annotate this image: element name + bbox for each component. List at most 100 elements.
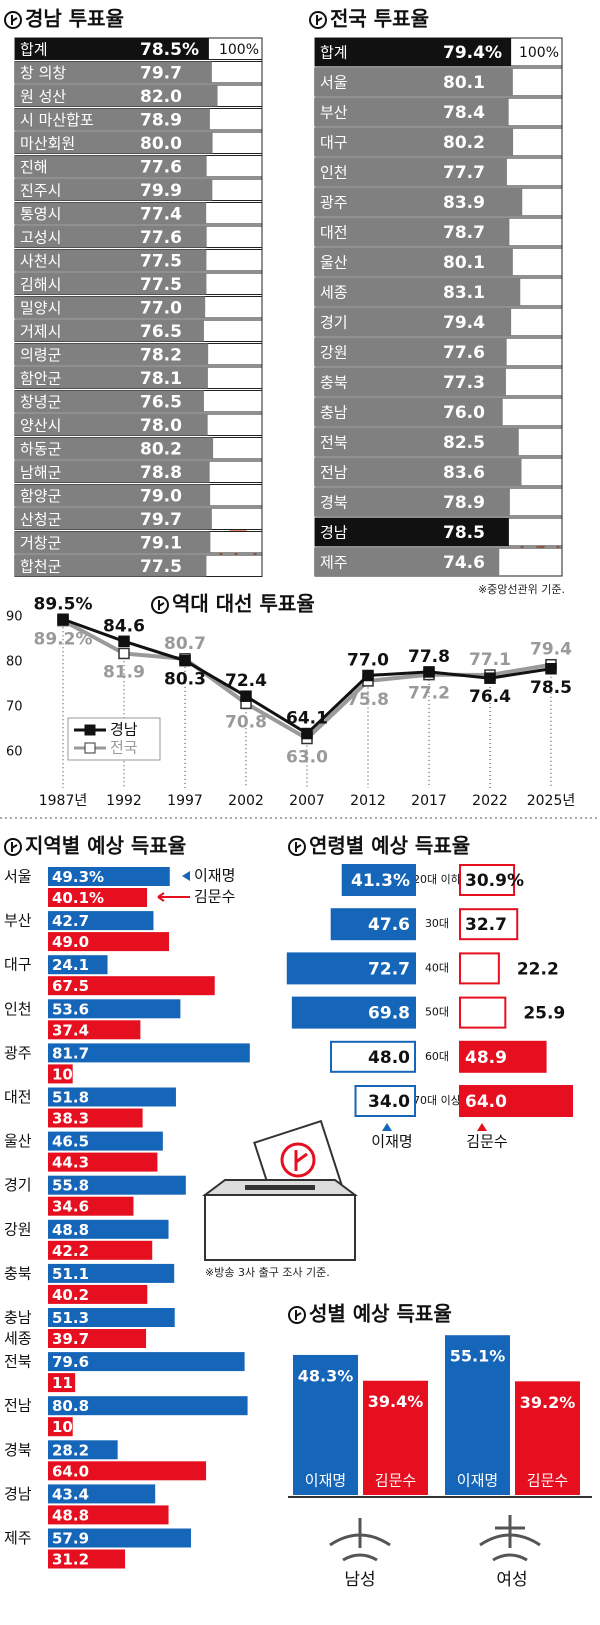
- value-label: 51.8: [52, 1089, 89, 1107]
- category-label: 의령군: [20, 346, 62, 364]
- series-label: 김문수: [527, 1472, 568, 1490]
- value-label: 79.4%: [443, 43, 502, 63]
- legend-marker: [84, 724, 96, 736]
- point: [57, 613, 69, 625]
- title-icon: [309, 11, 327, 29]
- category-label: 남성: [344, 1570, 375, 1590]
- bar: [48, 1505, 169, 1525]
- category-label: 하동군: [20, 440, 62, 458]
- bar: [48, 1528, 192, 1548]
- bar: [48, 1308, 175, 1327]
- bar: [15, 367, 208, 389]
- category-label: 인천: [320, 164, 348, 182]
- bar: [515, 1381, 580, 1495]
- bar: [48, 1373, 76, 1393]
- category-label: 사천시: [20, 252, 61, 270]
- bar: [315, 278, 521, 306]
- bar: [48, 1440, 118, 1460]
- bar: [315, 458, 522, 486]
- value-label: 75.8: [347, 690, 389, 710]
- value-label: 77.5: [140, 557, 182, 577]
- bar: [15, 202, 207, 224]
- value-label: 83.6: [443, 463, 485, 483]
- x-tick-label: 100%: [219, 42, 259, 58]
- value-label: 82.0: [140, 87, 182, 107]
- category-label: 대구: [320, 134, 348, 152]
- bar: [48, 1329, 147, 1348]
- category-label: 대전: [4, 1088, 32, 1106]
- x-tick-label: 2012: [350, 793, 386, 809]
- bar: [315, 398, 503, 426]
- bar: [286, 952, 416, 985]
- bar: [48, 1461, 207, 1481]
- bar: [48, 999, 181, 1019]
- bar: [291, 996, 417, 1029]
- x-tick-label: 2002: [228, 793, 264, 809]
- title-icon: [151, 596, 169, 614]
- x-tick-label: 2007: [289, 793, 325, 809]
- ballot-box: [202, 1119, 358, 1261]
- value-label: 78.0: [140, 416, 182, 436]
- category-label: 시 마산합포: [20, 111, 94, 129]
- bar: [15, 38, 209, 60]
- value-label: 82.5: [443, 433, 485, 453]
- value-label: 46.5: [52, 1133, 89, 1151]
- value-label: 34.0: [368, 1092, 410, 1112]
- bar: [15, 508, 212, 530]
- y-tick-label: 70: [6, 700, 23, 715]
- series-label: 김문수: [375, 1472, 416, 1490]
- legend-marker: [382, 1123, 392, 1131]
- bar: [15, 320, 204, 342]
- y-tick-label: 90: [6, 610, 23, 625]
- value-label: 76.5: [140, 322, 182, 342]
- category-label: 서울: [320, 74, 348, 92]
- value-label: 22.2: [517, 959, 559, 979]
- value-label: 40.1%: [52, 889, 104, 907]
- chart-title: 역대 대선 투표율: [172, 592, 315, 616]
- value-label: 78.2: [140, 345, 182, 365]
- value-label: 48.9: [465, 1048, 507, 1068]
- value-label: 39.4%: [368, 1392, 424, 1411]
- category-label: 전남: [4, 1397, 32, 1415]
- legend-label: 전국: [110, 739, 138, 757]
- value-label: 81.9: [103, 662, 145, 682]
- x-tick-label: 2025년: [527, 793, 576, 809]
- x-tick-label: 1992: [106, 793, 142, 809]
- title-icon: [288, 838, 306, 856]
- value-label: 11: [52, 1374, 73, 1392]
- series-label: 이재명: [305, 1472, 346, 1490]
- category-label: 30대: [425, 917, 449, 930]
- category-label: 합계: [20, 40, 48, 58]
- legend-label: 이재명: [371, 1133, 412, 1151]
- value-label: 72.4: [225, 671, 267, 691]
- value-label: 77.8: [408, 647, 450, 667]
- bar: [15, 61, 212, 83]
- value-label: 64.0: [465, 1092, 507, 1112]
- value-label: 47.6: [368, 915, 410, 935]
- category-label: 20대 이하: [413, 872, 461, 886]
- note: ※중앙선관위 기준.: [478, 583, 565, 596]
- category-label: 경북: [4, 1441, 32, 1459]
- bar: [315, 518, 509, 546]
- value-label: 72.7: [368, 959, 410, 979]
- bar: [48, 1240, 153, 1260]
- bar: [315, 428, 519, 456]
- value-label: 42.7: [52, 912, 89, 930]
- value-label: 76.0: [443, 403, 485, 423]
- category-label: 서울: [4, 868, 32, 886]
- bar: [15, 155, 207, 177]
- value-label: 48.8: [52, 1506, 89, 1524]
- category-label: 통영시: [20, 205, 61, 223]
- bar: [48, 976, 215, 996]
- category-label: 부산: [4, 912, 32, 930]
- legend-label: 이재명: [194, 867, 235, 885]
- bar: [48, 1263, 175, 1283]
- bar: [459, 1085, 573, 1117]
- bar: [15, 296, 206, 318]
- legend-label: 경남: [110, 721, 138, 739]
- category-label: 원 성산: [20, 87, 66, 105]
- category-label: 합천군: [20, 557, 62, 575]
- bar: [315, 38, 512, 66]
- bar: [330, 908, 417, 941]
